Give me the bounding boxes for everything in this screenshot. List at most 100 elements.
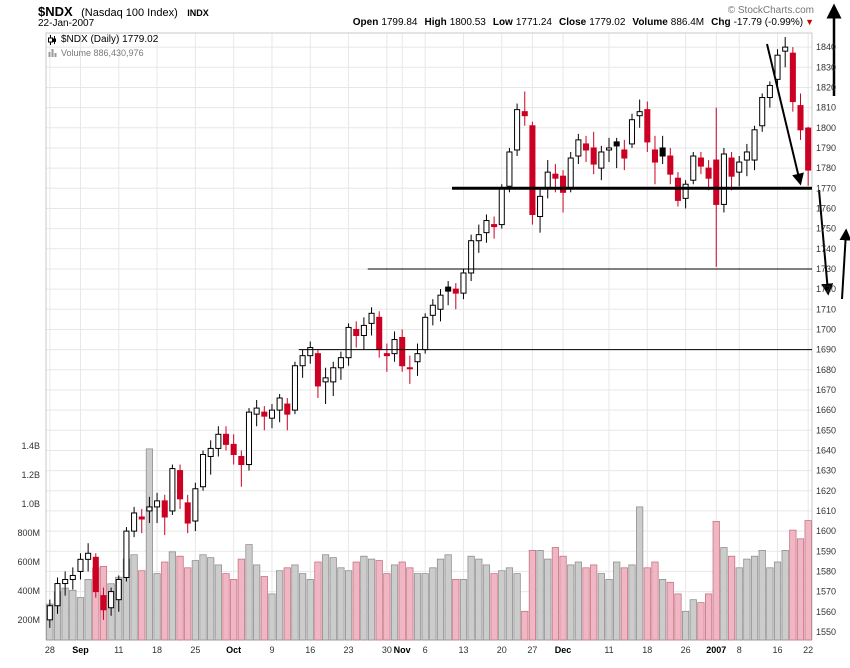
candle-body [636, 111, 643, 117]
candle-body [705, 167, 712, 179]
candle-body [529, 125, 536, 215]
volume-bar [452, 579, 460, 641]
candle-body [291, 365, 298, 411]
candle-body [230, 443, 237, 455]
chart-date: 22-Jan-2007 [38, 18, 95, 29]
price-label: 1800 [816, 123, 836, 133]
volume-label: 1.4B [21, 441, 40, 451]
price-label: 1740 [816, 244, 836, 254]
candle-body [115, 579, 122, 601]
candle-body [789, 52, 796, 103]
volume-bar [276, 570, 284, 641]
price-label: 1750 [816, 224, 836, 234]
candle-body [399, 337, 406, 367]
volume-bar [521, 610, 529, 641]
axis-labels: 1550156015701580159016001610162016301640… [17, 42, 836, 655]
volume-bar [237, 558, 245, 641]
volume-bar [597, 573, 605, 641]
candle-body [506, 151, 513, 187]
copyright: © StockCharts.com [727, 5, 814, 16]
volume-bar [145, 448, 154, 641]
volume-label: 200M [17, 615, 40, 625]
candle-body [774, 54, 781, 80]
date-label: 30 [382, 645, 392, 655]
candle-body [659, 147, 666, 157]
volume-bar [505, 567, 514, 641]
annotations [298, 3, 850, 351]
chart-header: $NDX (Nasdaq 100 Index) INDX [38, 3, 209, 21]
date-label: 6 [423, 645, 428, 655]
volume-bar [299, 573, 307, 641]
volume-bar [253, 564, 261, 641]
volume-bar [467, 555, 475, 641]
volume-bar [750, 555, 759, 641]
symbol-name: (Nasdaq 100 Index) [81, 7, 178, 19]
volume-bar [291, 564, 299, 641]
candle-body [537, 195, 544, 218]
candle-body [200, 453, 207, 488]
volume-bar [789, 529, 797, 641]
candle-body [161, 500, 168, 518]
candle-body [207, 447, 214, 457]
date-label: 22 [803, 645, 813, 655]
price-label: 1560 [816, 607, 836, 617]
volume-bar [582, 567, 590, 641]
candle-body [376, 316, 383, 351]
candle-body [475, 234, 482, 242]
price-label: 1620 [816, 486, 836, 496]
volume-bar [367, 558, 376, 641]
volume-bar [61, 587, 69, 641]
volume-bar [804, 520, 812, 641]
candle-body [100, 595, 107, 611]
quote-label: Close [559, 17, 587, 28]
candle-body [123, 530, 130, 578]
volume-bar [191, 560, 199, 641]
candle-body [797, 105, 804, 131]
legend-series-label: $NDX (Daily) 1779.02 [61, 34, 159, 45]
volume-bar [712, 521, 720, 641]
candles [46, 37, 812, 628]
volume-bar [429, 567, 437, 641]
candle-body [544, 171, 551, 189]
date-label: 25 [190, 645, 200, 655]
candle-body [751, 129, 758, 161]
volume-bar [590, 564, 598, 641]
volume-bar [161, 561, 169, 641]
candle-body [345, 326, 352, 359]
volume-bar [475, 558, 483, 641]
candle-body [414, 353, 421, 363]
legend-volume-row: Volume 886,430,976 [48, 46, 158, 59]
volume-bar [459, 579, 468, 641]
candle-body [222, 433, 230, 445]
volume-bars [46, 448, 812, 641]
volume-label: 800M [17, 528, 40, 538]
date-label: 20 [497, 645, 507, 655]
volume-bar [674, 593, 682, 641]
date-label: 28 [45, 645, 55, 655]
candle-body [192, 488, 199, 522]
volume-bar [482, 564, 491, 641]
volume-bar [551, 547, 559, 641]
volume-bar [766, 567, 774, 641]
volume-bar [314, 561, 322, 641]
candle-body [590, 147, 597, 165]
date-label: 26 [681, 645, 691, 655]
candle-body [368, 312, 375, 324]
candle-body [598, 151, 605, 169]
volume-bar [76, 597, 85, 641]
volume-bar [605, 579, 613, 641]
price-label: 1630 [816, 466, 836, 476]
volume-bar [344, 570, 353, 641]
candle-body [169, 468, 176, 512]
candle-body [337, 357, 344, 369]
volume-bar [84, 579, 92, 641]
candle-body [85, 552, 92, 560]
gridlines [45, 32, 813, 641]
date-label: Dec [555, 645, 572, 655]
volume-bar [651, 561, 659, 641]
price-label: 1820 [816, 82, 836, 92]
candle-body [736, 161, 743, 173]
volume-bar [544, 558, 552, 641]
volume-bar [375, 560, 383, 641]
candle-body [483, 220, 490, 234]
